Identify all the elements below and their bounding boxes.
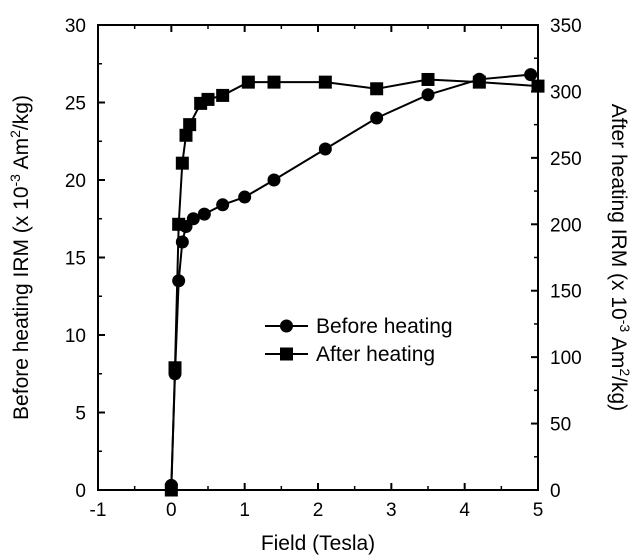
y-left-tick-label: 10 — [65, 326, 86, 347]
y-left-tick-label: 30 — [65, 16, 86, 37]
data-point-circle — [197, 207, 211, 221]
data-point-circle — [186, 212, 200, 226]
data-point-square — [179, 128, 193, 142]
y-right-axis-title-part: After heating IRM (x 10 — [607, 104, 630, 320]
y-right-tick-label: 350 — [550, 16, 582, 37]
legend-marker-circle — [280, 319, 293, 333]
data-point-square — [183, 118, 197, 132]
y-left-tick-label: 0 — [75, 481, 86, 502]
y-right-axis-title-part: /kg) — [607, 376, 630, 411]
data-point-circle — [267, 173, 281, 187]
data-point-square — [172, 217, 186, 231]
data-point-circle — [318, 142, 332, 156]
y-left-axis-title: Before heating IRM (x 10-3 Am2/kg) — [7, 95, 33, 420]
data-point-square — [164, 483, 178, 497]
y-left-tick-label: 15 — [65, 249, 86, 270]
y-left-axis-title-part: /kg) — [10, 95, 33, 130]
y-right-tick-label: 100 — [550, 348, 582, 369]
x-tick-label: -1 — [90, 500, 107, 521]
x-tick-label: 4 — [459, 500, 470, 521]
legend-marker-square — [280, 347, 293, 361]
data-point-square — [241, 75, 255, 89]
y-right-axis-title: After heating IRM (x 10-3 Am2/kg) — [607, 104, 633, 411]
data-point-square — [472, 75, 486, 89]
data-point-square — [175, 156, 189, 170]
y-right-tick-label: 300 — [550, 82, 582, 103]
legend-label: Before heating — [316, 315, 453, 338]
y-left-axis-title-part: -3 — [7, 174, 23, 187]
y-right-tick-label: 250 — [550, 149, 582, 170]
y-left-axis-title-part: 2 — [7, 130, 23, 138]
y-left-axis-title-part: Am — [10, 138, 33, 174]
y-right-tick-label: 200 — [550, 215, 582, 236]
y-left-tick-label: 5 — [75, 404, 86, 425]
y-right-tick-label: 50 — [550, 415, 571, 436]
y-right-tick-label: 0 — [550, 481, 561, 502]
data-point-square — [267, 75, 281, 89]
x-tick-label: 1 — [239, 500, 250, 521]
data-point-square — [216, 88, 230, 102]
y-left-axis-title-part: Before heating IRM (x 10 — [10, 187, 33, 420]
y-right-axis-title-part: -3 — [617, 320, 633, 333]
y-right-tick-label: 150 — [550, 282, 582, 303]
x-tick-label: 3 — [386, 500, 397, 521]
x-tick-label: 2 — [313, 500, 324, 521]
x-tick-label: 5 — [533, 500, 544, 521]
series-line-square — [170, 78, 539, 491]
data-point-square — [168, 361, 182, 375]
y-left-tick-label: 25 — [65, 94, 86, 115]
data-point-square — [201, 92, 215, 106]
data-point-square — [531, 79, 545, 93]
data-point-square — [318, 75, 332, 89]
data-point-circle — [421, 88, 435, 102]
data-point-circle — [172, 274, 186, 288]
y-left-tick-label: 20 — [65, 171, 86, 192]
data-point-circle — [238, 190, 252, 204]
y-right-axis-title-part: Am — [607, 332, 630, 368]
series-line-circle — [170, 73, 531, 486]
y-right-axis-title-part: 2 — [617, 368, 633, 376]
x-tick-label: 0 — [166, 500, 177, 521]
data-point-square — [421, 72, 435, 86]
data-point-circle — [216, 198, 230, 212]
legend-label: After heating — [316, 343, 435, 366]
data-point-square — [370, 82, 384, 96]
data-point-circle — [370, 111, 384, 125]
data-point-circle — [524, 68, 538, 82]
plot-frame — [97, 24, 539, 491]
x-axis-title: Field (Tesla) — [261, 532, 375, 555]
